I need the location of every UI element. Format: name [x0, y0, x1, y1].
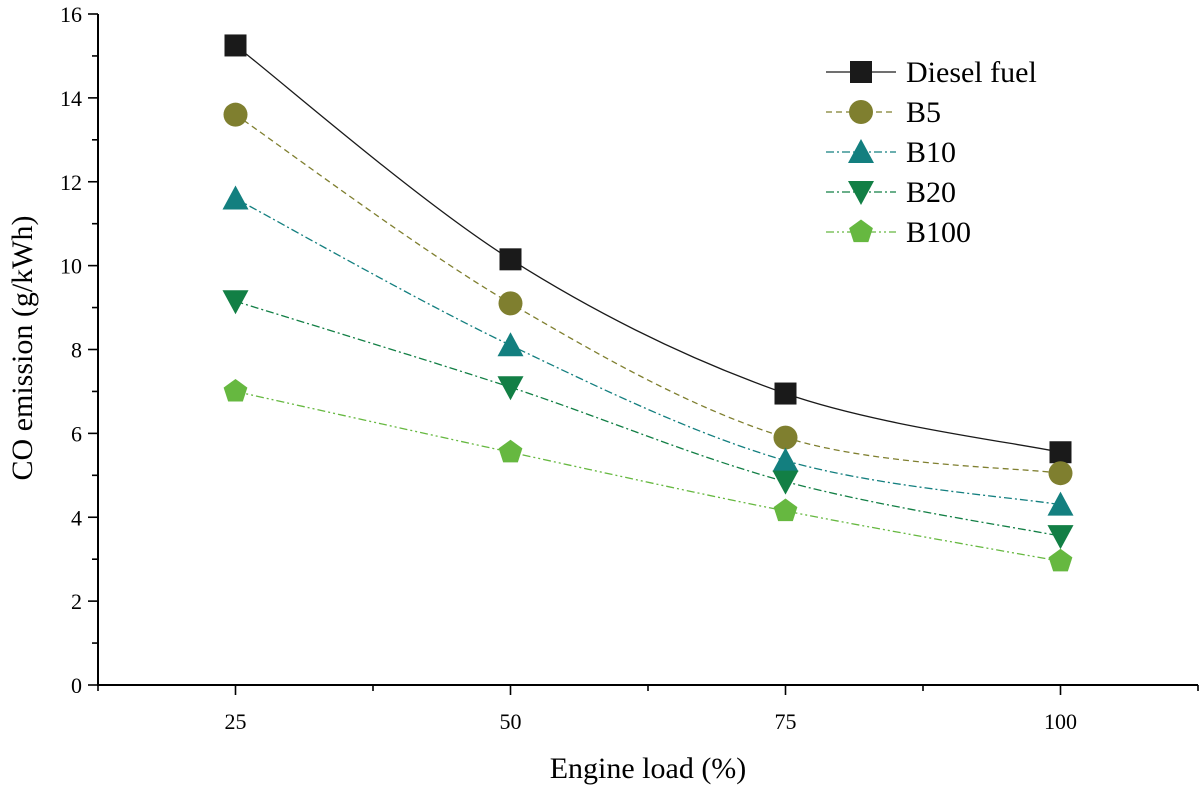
data-point	[1049, 441, 1072, 464]
legend-marker	[850, 61, 872, 83]
legend-label: B5	[906, 96, 941, 129]
data-point	[223, 102, 248, 127]
legend-marker	[848, 181, 874, 205]
legend-entry: Diesel fuel	[826, 56, 1037, 89]
data-point	[1047, 525, 1074, 550]
data-point	[1047, 491, 1074, 516]
legend-label: B20	[906, 176, 956, 209]
legend-label: B100	[906, 216, 971, 249]
y-tick-label: 6	[71, 421, 82, 446]
legend-marker	[848, 139, 874, 163]
data-point	[773, 498, 798, 522]
y-tick-label: 16	[60, 2, 82, 27]
legend-marker	[849, 100, 873, 124]
axis-frame	[97, 14, 1198, 686]
series-b5	[223, 102, 1073, 486]
legend-entry: B100	[826, 216, 971, 249]
series-layer	[222, 34, 1074, 572]
x-tick-label: 50	[500, 709, 522, 734]
series-line	[235, 114, 1061, 474]
y-tick-label: 12	[60, 170, 82, 195]
series-line	[235, 44, 1061, 453]
data-point	[498, 291, 523, 316]
y-tick-label: 0	[71, 673, 82, 698]
legend-marker	[849, 219, 873, 243]
data-point	[224, 34, 247, 57]
series-b10	[222, 185, 1074, 516]
data-point	[773, 425, 798, 450]
series-line	[235, 390, 1061, 562]
legend-entry: B10	[826, 136, 956, 169]
legend-label: B10	[906, 136, 956, 169]
data-point	[497, 376, 524, 401]
data-point	[498, 439, 523, 463]
legend: Diesel fuel B5 B10 B20 B100	[826, 56, 1037, 249]
legend-entry: B5	[826, 96, 941, 129]
x-tick-label: 100	[1044, 709, 1077, 734]
series-line	[235, 300, 1061, 537]
series-b20	[222, 290, 1074, 550]
x-tick-label: 25	[225, 709, 247, 734]
y-tick-label: 8	[71, 338, 82, 363]
data-point	[499, 248, 522, 271]
legend-entry: B20	[826, 176, 956, 209]
x-tick-label: 75	[775, 709, 797, 734]
data-point	[1048, 461, 1073, 486]
y-tick-label: 4	[71, 505, 82, 530]
series-line	[235, 197, 1061, 506]
series-b100	[223, 378, 1073, 572]
data-point	[1048, 548, 1073, 572]
data-point	[222, 185, 249, 210]
y-axis-title: CO emission (g/kWh)	[6, 216, 39, 481]
axes: 0 2 4 6 8 10 12 14 16 25 50 75 100	[60, 2, 1199, 734]
data-point	[772, 447, 799, 472]
data-point	[772, 470, 799, 495]
data-point	[774, 382, 797, 405]
data-point	[497, 332, 524, 357]
legend-label: Diesel fuel	[906, 56, 1037, 89]
y-tick-label: 10	[60, 254, 82, 279]
y-tick-label: 14	[60, 86, 82, 111]
x-axis-title: Engine load (%)	[550, 752, 747, 785]
data-point	[223, 378, 248, 402]
y-tick-label: 2	[71, 589, 82, 614]
series-diesel-fuel	[224, 34, 1072, 464]
data-point	[222, 290, 249, 315]
